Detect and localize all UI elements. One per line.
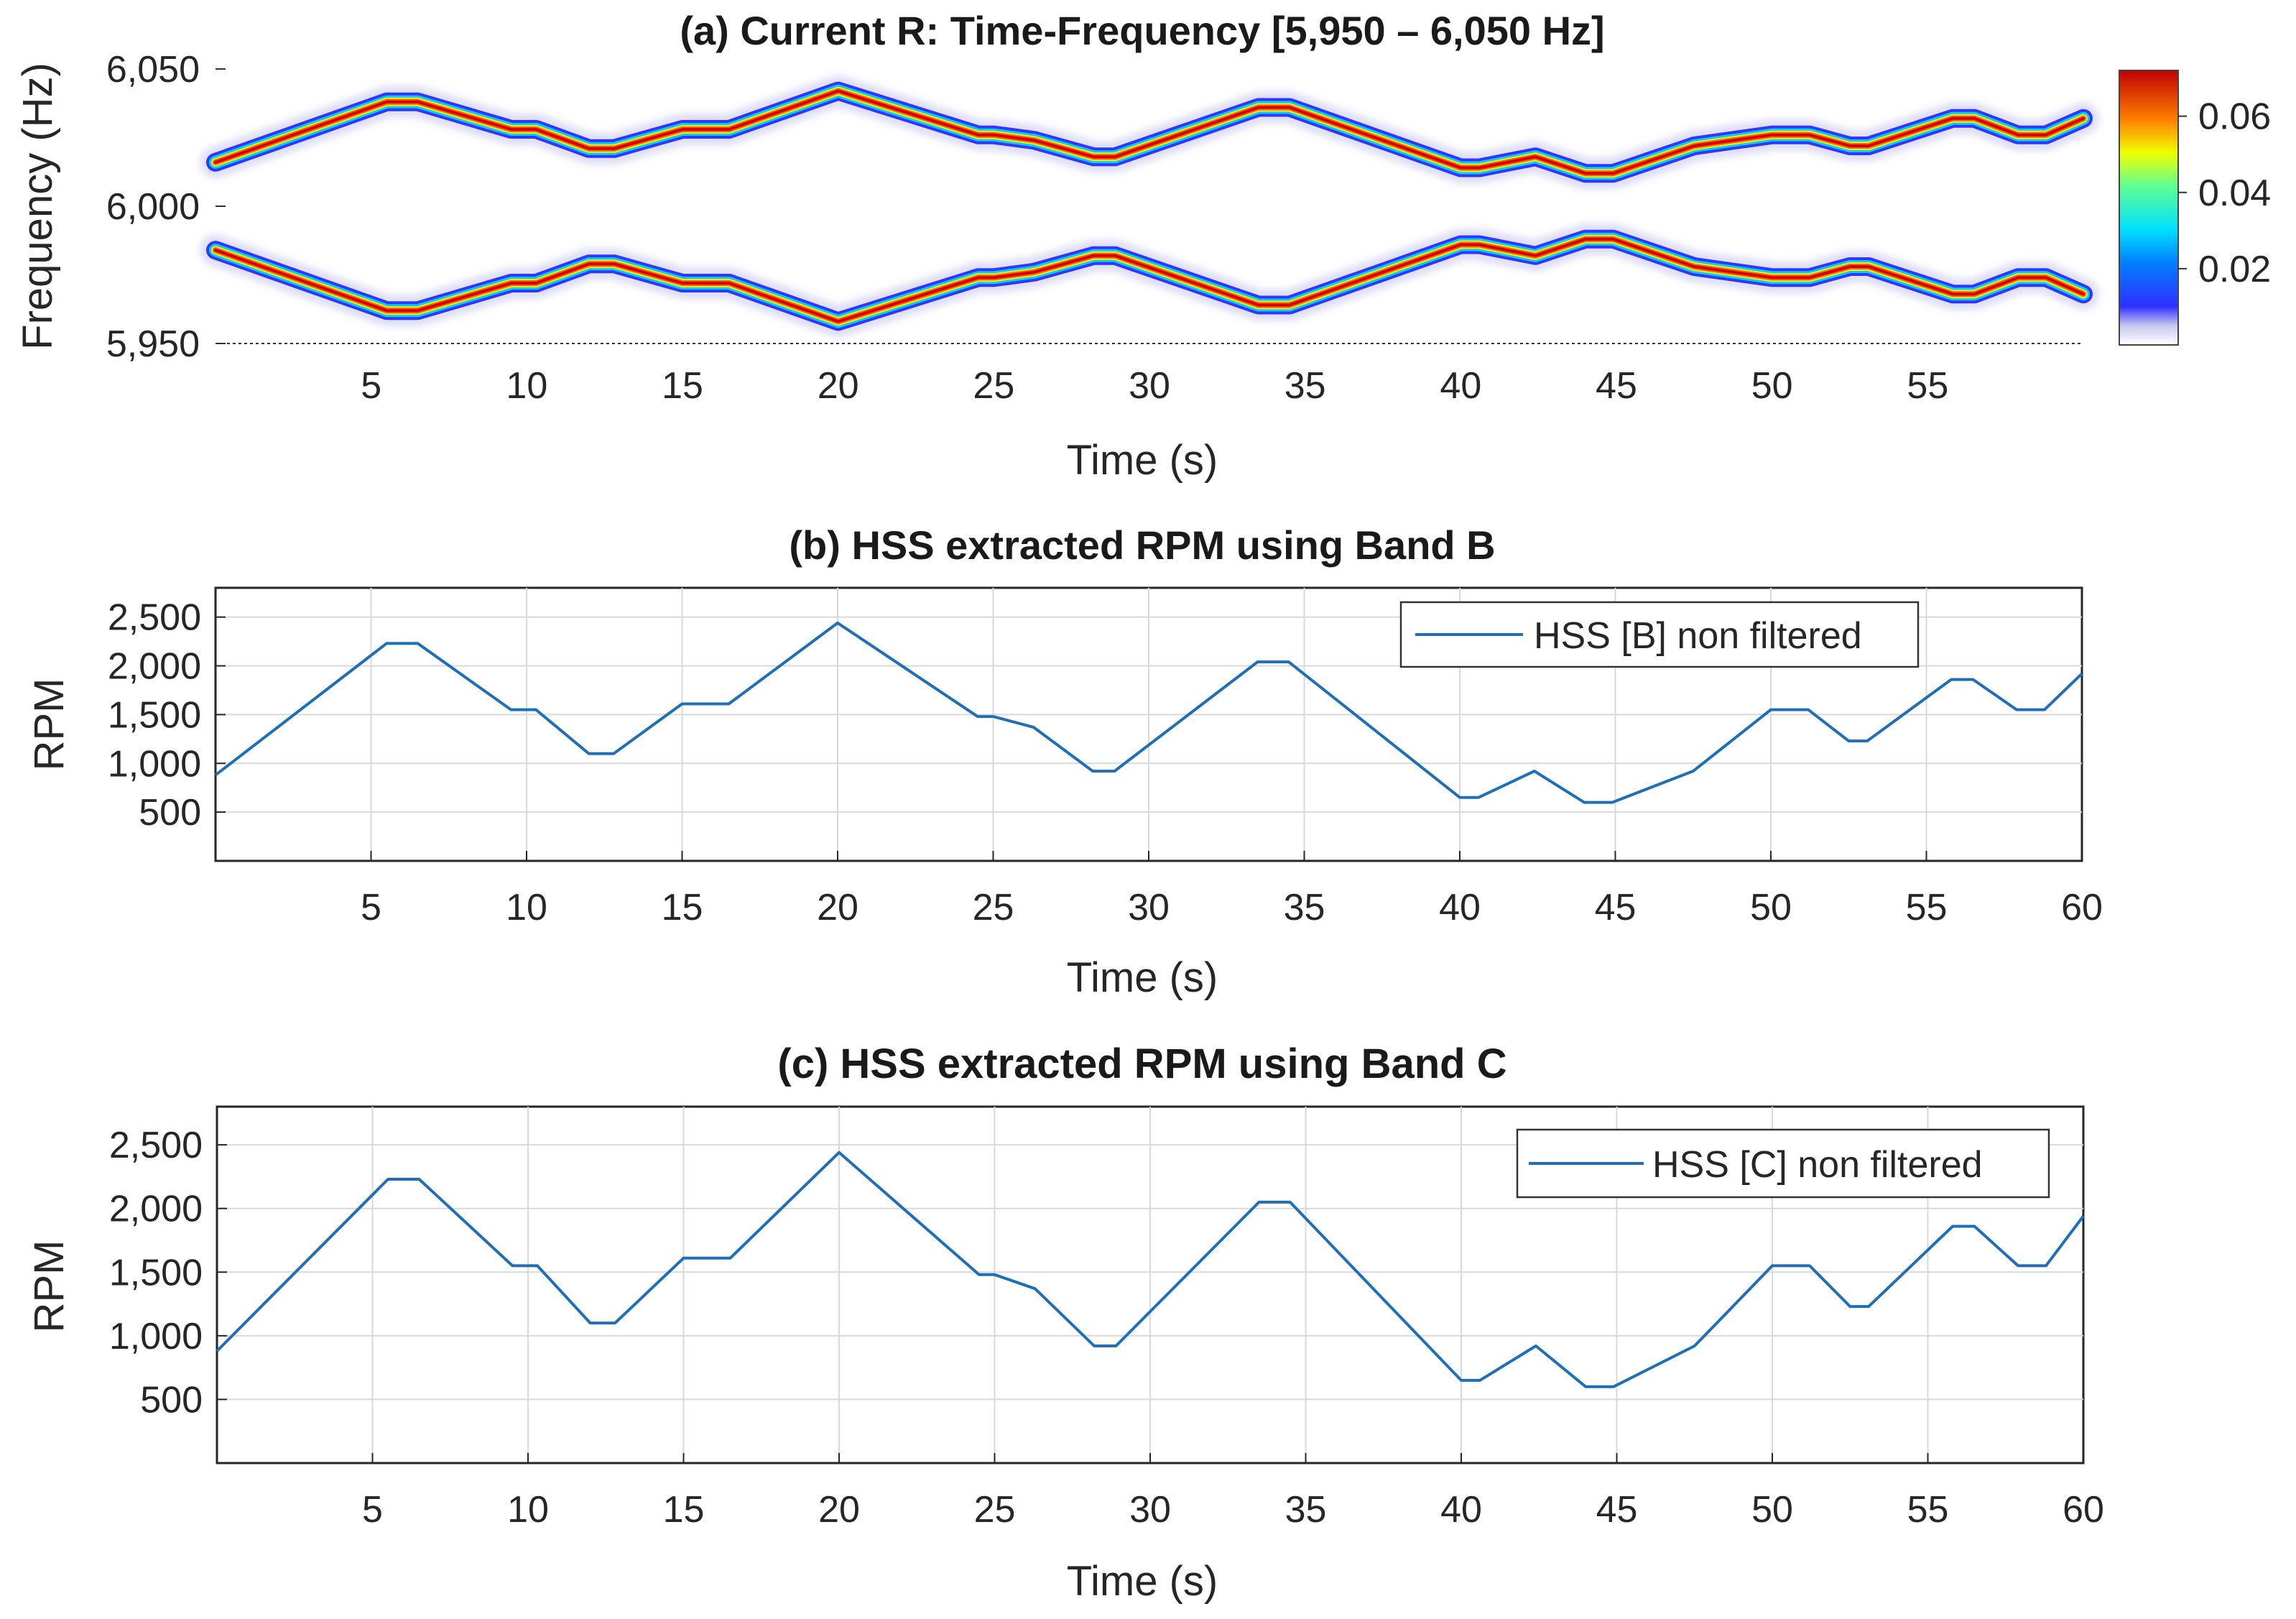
panel-a-xtick-label: 15 <box>662 365 703 407</box>
b-xtick-label: 45 <box>1595 887 1637 928</box>
b-ytick-label: 2,500 <box>108 597 201 639</box>
panel-b-legend-label: HSS [B] non filtered <box>1534 615 1862 657</box>
c-ytick-label: 1,500 <box>109 1252 203 1293</box>
b-xtick-label: 20 <box>817 887 858 928</box>
colorbar-tick-label: 0.02 <box>2198 249 2271 290</box>
c-xtick-label: 30 <box>1129 1489 1171 1531</box>
panel-a-spectrogram <box>200 75 2099 338</box>
panel-a-title: (a) Current R: Time-Frequency [5,950 – 6… <box>680 8 1604 53</box>
panel-a-xtick-label: 5 <box>361 365 381 407</box>
panel-a-xlabel: Time (s) <box>1067 437 1218 484</box>
b-xtick-label: 50 <box>1750 887 1792 928</box>
panel-c-legend: HSS [C] non filtered <box>1516 1128 2050 1199</box>
b-ytick-label: 500 <box>139 792 201 834</box>
c-xtick-label: 40 <box>1440 1489 1482 1531</box>
panel-c-ylabel: RPM <box>26 1240 73 1333</box>
b-xtick-label: 15 <box>662 887 703 928</box>
panel-a-xtick-label: 25 <box>973 365 1014 407</box>
panel-c-xlabel: Time (s) <box>1067 1558 1218 1605</box>
spectrogram-band-2-red <box>214 237 2085 323</box>
panel-a-ylabel: Frequency (Hz) <box>14 63 61 350</box>
panel-c-series-line <box>216 1150 2085 1388</box>
b-xtick-label: 40 <box>1439 887 1481 928</box>
c-xtick-label: 25 <box>974 1489 1016 1531</box>
b-xtick-label: 30 <box>1128 887 1170 928</box>
colorbar: 0.02 0.04 0.06 <box>2119 70 2271 346</box>
panel-a-xtick-label: 10 <box>506 365 547 407</box>
c-xtick-label: 60 <box>2063 1489 2104 1531</box>
panel-a-time-frequency: (a) Current R: Time-Frequency [5,950 – 6… <box>14 8 2271 484</box>
b-ytick-label: 1,000 <box>108 743 201 785</box>
c-ytick-label: 2,000 <box>109 1189 203 1230</box>
b-xtick-label: 60 <box>2061 887 2103 928</box>
c-xtick-label: 10 <box>507 1489 549 1531</box>
panel-a-xtick-label: 45 <box>1596 365 1637 407</box>
c-xtick-label: 35 <box>1285 1489 1327 1531</box>
b-xtick-label: 5 <box>361 887 381 928</box>
panel-a-xtick-label: 40 <box>1440 365 1481 407</box>
panel-a-xtick-label: 50 <box>1751 365 1793 407</box>
spectrogram-band-1-red <box>214 89 2085 175</box>
panel-b-series-line <box>214 621 2083 804</box>
b-xtick-label: 35 <box>1284 887 1325 928</box>
panel-a-xtick-label: 30 <box>1129 365 1170 407</box>
c-xtick-label: 55 <box>1907 1489 1949 1531</box>
colorbar-tick-label: 0.06 <box>2198 96 2271 138</box>
panel-b-title: (b) HSS extracted RPM using Band B <box>789 522 1495 568</box>
c-ytick-label: 2,500 <box>109 1125 203 1166</box>
panel-b-rpm-band-b: (b) HSS extracted RPM using Band B 500 1,… <box>26 522 2103 1001</box>
b-ytick-label: 1,500 <box>108 694 201 736</box>
colorbar-gradient <box>2119 70 2179 346</box>
panel-b-xlabel: Time (s) <box>1067 954 1218 1001</box>
c-xtick-label: 15 <box>663 1489 705 1531</box>
c-xtick-label: 5 <box>362 1489 383 1531</box>
panel-b-legend: HSS [B] non filtered <box>1399 601 1920 668</box>
panel-c-title: (c) HSS extracted RPM using Band C <box>777 1041 1506 1087</box>
colorbar-tick-label: 0.04 <box>2198 172 2271 214</box>
c-xtick-label: 50 <box>1751 1489 1793 1531</box>
b-ytick-label: 2,000 <box>108 646 201 688</box>
panel-a-ytick-label: 5,950 <box>106 323 200 365</box>
panel-a-xtick-label: 55 <box>1907 365 1948 407</box>
b-xtick-label: 25 <box>973 887 1014 928</box>
panel-c-rpm-band-c: (c) HSS extracted RPM using Band C 500 1,… <box>26 1041 2104 1605</box>
c-xtick-label: 20 <box>818 1489 860 1531</box>
panel-b-ylabel: RPM <box>26 678 73 771</box>
panel-a-xtick-label: 35 <box>1284 365 1326 407</box>
b-xtick-label: 10 <box>506 887 547 928</box>
c-xtick-label: 45 <box>1596 1489 1638 1531</box>
panel-a-xtick-label: 20 <box>818 365 859 407</box>
c-ytick-label: 1,000 <box>109 1316 203 1357</box>
panel-a-ytick-label: 6,050 <box>106 49 200 91</box>
panel-c-legend-label: HSS [C] non filtered <box>1652 1144 1983 1186</box>
c-ytick-label: 500 <box>140 1379 203 1421</box>
b-xtick-label: 55 <box>1906 887 1948 928</box>
panel-a-ytick-label: 6,000 <box>106 186 200 228</box>
